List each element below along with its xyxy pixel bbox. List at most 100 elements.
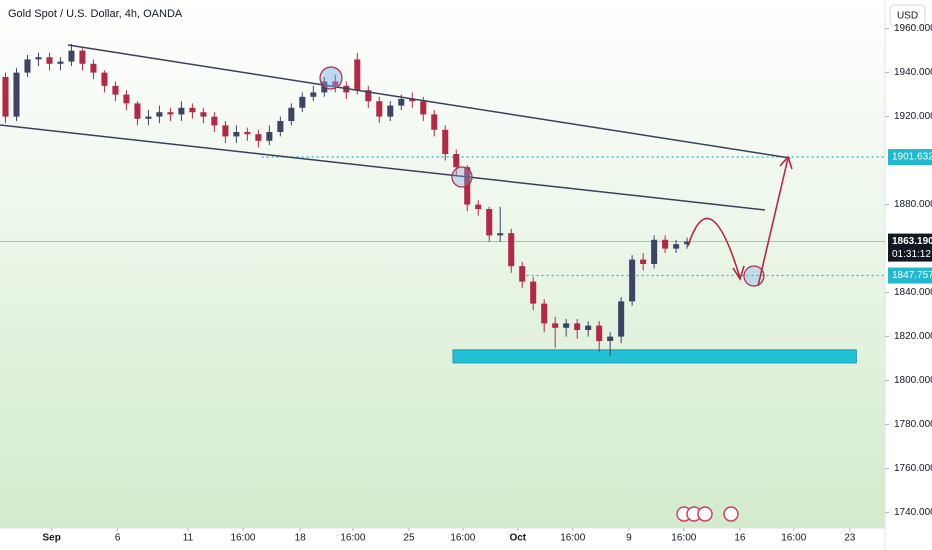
x-tick-label: 11 bbox=[183, 533, 194, 544]
candle-body bbox=[310, 92, 317, 97]
candle-body bbox=[365, 90, 372, 102]
x-tick-label: 16:00 bbox=[340, 533, 365, 544]
trend-line bbox=[67, 44, 791, 159]
candle-body bbox=[563, 323, 570, 328]
arrow-head bbox=[779, 155, 793, 170]
y-tick-label: 1960.000 bbox=[894, 23, 932, 34]
candle-body bbox=[684, 241, 691, 245]
currency-button[interactable] bbox=[889, 4, 926, 27]
candle-body bbox=[453, 154, 460, 168]
candle-body bbox=[189, 107, 196, 113]
candle-body bbox=[123, 94, 130, 104]
candle-body bbox=[629, 259, 636, 302]
level-label-box bbox=[888, 267, 932, 284]
trend-line bbox=[0, 124, 766, 211]
arrow-head bbox=[732, 265, 745, 281]
candle-body bbox=[497, 233, 504, 236]
candle-body bbox=[519, 266, 526, 282]
x-tick-label: 6 bbox=[115, 533, 121, 544]
candle-body bbox=[13, 72, 20, 117]
candle-body bbox=[420, 101, 427, 115]
candle-body bbox=[68, 50, 75, 62]
candle-body bbox=[409, 99, 416, 102]
candle-body bbox=[431, 114, 438, 130]
x-tick-label: Sep bbox=[42, 533, 60, 544]
event-icons bbox=[676, 506, 739, 522]
candle-body bbox=[673, 244, 680, 249]
candle-body bbox=[167, 112, 174, 115]
level-label-box bbox=[888, 149, 932, 166]
candle-body bbox=[101, 72, 108, 86]
y-tick-label: 1920.000 bbox=[894, 111, 932, 122]
plot-background bbox=[0, 0, 885, 528]
candle-body bbox=[277, 121, 284, 132]
candle-body bbox=[585, 325, 592, 330]
y-tick-label: 1840.000 bbox=[894, 287, 932, 298]
y-tick-label: 1780.000 bbox=[894, 419, 932, 430]
candle-body bbox=[442, 129, 449, 154]
candle-body bbox=[530, 281, 537, 304]
candle-body bbox=[552, 323, 559, 328]
candle-layer bbox=[2, 44, 691, 357]
drawings bbox=[0, 44, 793, 522]
candle-body bbox=[244, 132, 251, 135]
candle-body bbox=[662, 239, 669, 249]
candle-body bbox=[541, 303, 548, 324]
highlight-circle bbox=[319, 66, 343, 90]
candle-body bbox=[288, 107, 295, 121]
x-tick-label: 18 bbox=[295, 533, 307, 544]
chart-title: Gold Spot / U.S. Dollar, 4h, OANDA bbox=[8, 8, 183, 20]
candle-body bbox=[299, 96, 306, 108]
candle-body bbox=[255, 134, 262, 141]
projection-arrow bbox=[757, 157, 789, 287]
candle-body bbox=[596, 325, 603, 341]
zone-layer bbox=[452, 349, 857, 364]
y-tick-label: 1760.000 bbox=[894, 463, 932, 474]
countdown-label: 01:31:12 bbox=[892, 249, 931, 260]
level-label: 1901.632 bbox=[892, 152, 932, 163]
last-price-box bbox=[888, 233, 932, 262]
candle-body bbox=[376, 101, 383, 117]
candle-body bbox=[211, 116, 218, 126]
candle-body bbox=[640, 259, 647, 264]
currency-label[interactable]: USD bbox=[897, 11, 918, 22]
candle-body bbox=[475, 204, 482, 209]
x-tick-label: 25 bbox=[403, 533, 415, 544]
candle-body bbox=[266, 132, 273, 141]
y-tick-label: 1800.000 bbox=[894, 375, 932, 386]
axis-layer: 1960.000 1940.000 1920.000 1880.000 1840.000… bbox=[42, 23, 932, 544]
candle-body bbox=[508, 233, 515, 267]
candle-body bbox=[618, 301, 625, 337]
x-tick-label: 16:00 bbox=[230, 533, 255, 544]
level-layer bbox=[0, 156, 885, 277]
x-tick-label: 16 bbox=[734, 533, 746, 544]
candle-body bbox=[651, 239, 658, 264]
y-tick-label: 1740.000 bbox=[894, 507, 932, 518]
candle-body bbox=[332, 81, 339, 86]
x-tick-label: 16:00 bbox=[560, 533, 585, 544]
level-label: 1847.757 bbox=[892, 270, 932, 281]
x-tick-label: 16:00 bbox=[671, 533, 696, 544]
candle-body bbox=[134, 103, 141, 119]
candle-body bbox=[57, 61, 64, 64]
candle-body bbox=[574, 323, 581, 330]
candle-body bbox=[79, 50, 86, 64]
candle-body bbox=[233, 132, 240, 137]
x-tick-label: Oct bbox=[509, 533, 526, 544]
support-zone bbox=[452, 349, 857, 364]
candle-body bbox=[156, 112, 163, 117]
x-tick-label: 9 bbox=[626, 533, 632, 544]
candle-body bbox=[46, 57, 53, 64]
x-tick-label: 16:00 bbox=[450, 533, 475, 544]
candle-body bbox=[354, 59, 361, 91]
candle-body bbox=[24, 59, 31, 73]
candle-body bbox=[178, 107, 185, 115]
candle-body bbox=[222, 125, 229, 137]
last-price-label: 1863.190 bbox=[892, 236, 932, 247]
candle-body bbox=[90, 63, 97, 73]
y-tick-label: 1940.000 bbox=[894, 67, 932, 78]
y-tick-label: 1820.000 bbox=[894, 331, 932, 342]
candle-body bbox=[112, 85, 119, 95]
